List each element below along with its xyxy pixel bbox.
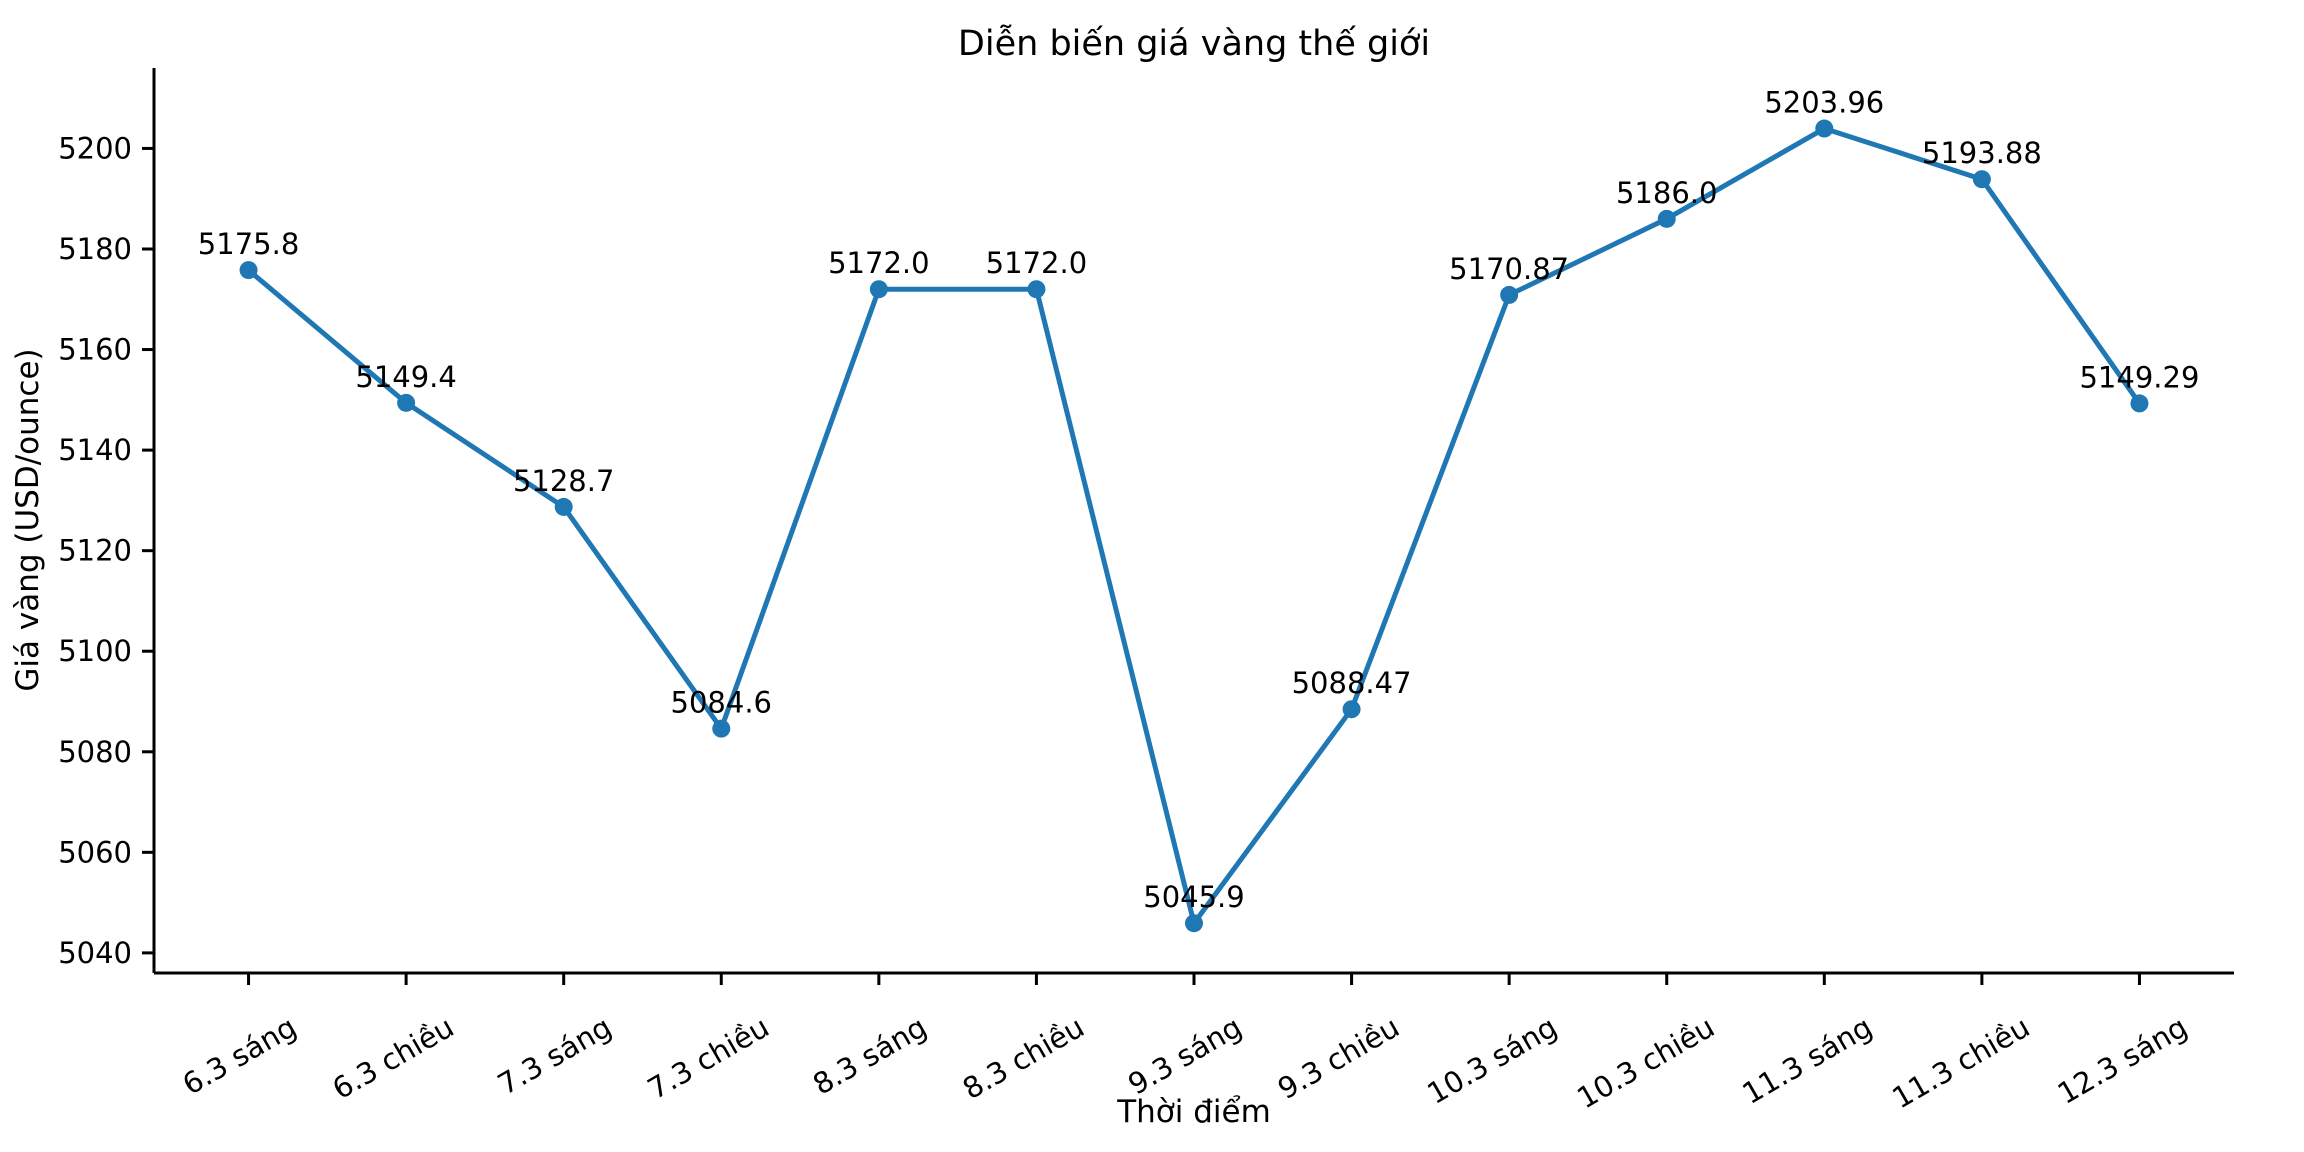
data-point-marker bbox=[1815, 119, 1834, 138]
x-tick-label: 6.3 chiều bbox=[327, 1010, 460, 1106]
chart-title: Diễn biến giá vàng thế giới bbox=[958, 23, 1430, 64]
y-tick-label: 5140 bbox=[58, 433, 132, 467]
data-point-marker bbox=[1972, 170, 1991, 189]
x-tick-label: 7.3 chiều bbox=[642, 1010, 775, 1106]
y-tick-label: 5160 bbox=[58, 333, 132, 367]
y-tick-label: 5040 bbox=[58, 936, 132, 970]
data-point-label: 5084.6 bbox=[671, 686, 772, 720]
plot-area: 5040 5060 5080 5100 5120 5140 5160 5180 5200 6.3 … bbox=[58, 68, 2234, 1115]
y-tick-label: 5180 bbox=[58, 232, 132, 266]
data-point-label: 5193.88 bbox=[1922, 136, 2042, 170]
data-point-label: 5128.7 bbox=[513, 464, 614, 498]
data-point-marker bbox=[1500, 285, 1519, 304]
x-tick-label: 10.3 chiều bbox=[1571, 1010, 1720, 1116]
y-tick-label: 5200 bbox=[58, 131, 132, 165]
data-point-label: 5045.9 bbox=[1143, 880, 1244, 914]
x-tick-label: 8.3 sáng bbox=[807, 1010, 932, 1102]
data-point-marker bbox=[1185, 914, 1203, 933]
series-line bbox=[246, 126, 2142, 926]
data-point-label: 5203.96 bbox=[1764, 86, 1884, 120]
data-point-label: 5186.0 bbox=[1616, 176, 1717, 210]
data-point-marker bbox=[2130, 394, 2149, 413]
data-point-marker bbox=[1342, 700, 1361, 719]
data-point-label: 5149.29 bbox=[2079, 360, 2199, 394]
x-tick-label: 8.3 chiều bbox=[957, 1010, 1090, 1106]
y-tick-label: 5060 bbox=[58, 835, 132, 869]
data-point-marker bbox=[239, 261, 258, 280]
data-point-marker bbox=[869, 280, 888, 299]
x-tick-label: 12.3 sáng bbox=[2052, 1010, 2193, 1111]
y-axis-label: Giá vàng (USD/ounce) bbox=[10, 348, 46, 691]
data-point-label: 5170.87 bbox=[1449, 252, 1569, 286]
data-point-marker bbox=[1027, 280, 1046, 299]
x-tick-label: 11.3 sáng bbox=[1737, 1010, 1878, 1111]
x-axis-label: Thời điểm bbox=[1116, 1094, 1271, 1130]
data-point-label: 5175.8 bbox=[198, 227, 299, 261]
x-tick-label: 6.3 sáng bbox=[177, 1010, 302, 1102]
data-point-marker bbox=[712, 719, 731, 738]
data-point-marker bbox=[554, 497, 573, 516]
x-tick-label: 9.3 chiều bbox=[1272, 1010, 1405, 1106]
x-tick-label: 7.3 sáng bbox=[492, 1010, 617, 1102]
x-tick-label: 10.3 sáng bbox=[1421, 1010, 1562, 1111]
data-point-label: 5088.47 bbox=[1292, 666, 1412, 700]
x-tick-label: 11.3 chiều bbox=[1886, 1010, 2035, 1116]
y-tick-label: 5120 bbox=[58, 534, 132, 568]
data-point-label: 5149.4 bbox=[355, 360, 456, 394]
data-point-label: 5172.0 bbox=[828, 246, 929, 280]
data-point-marker bbox=[397, 393, 416, 412]
data-point-marker bbox=[1657, 209, 1676, 228]
y-tick-label: 5080 bbox=[58, 735, 132, 769]
y-tick-label: 5100 bbox=[58, 634, 132, 668]
data-point-label: 5172.0 bbox=[986, 246, 1087, 280]
x-tick-label: 9.3 sáng bbox=[1122, 1010, 1247, 1102]
